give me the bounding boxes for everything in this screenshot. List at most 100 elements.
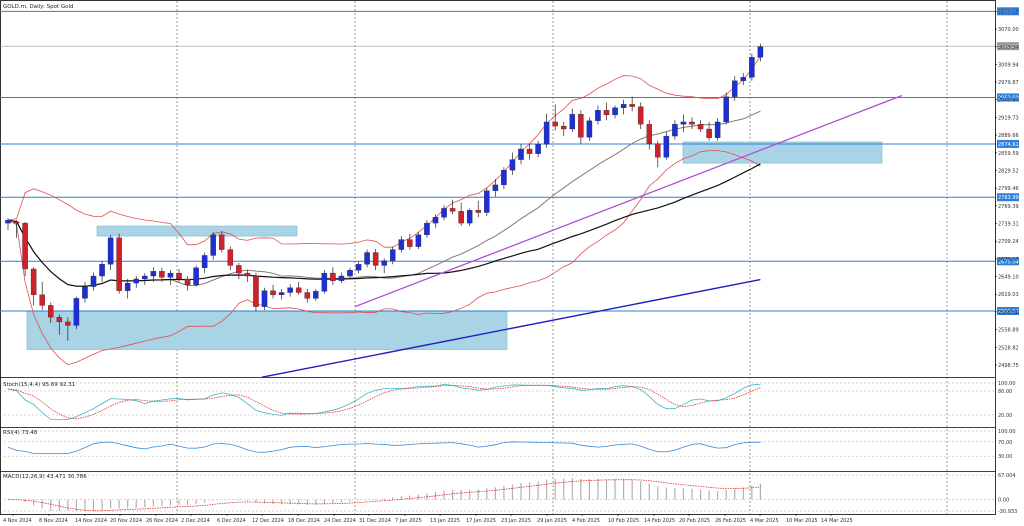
candle-body xyxy=(595,110,601,121)
horizontal-levels[interactable]: 3100.15 3040.87 2953.69 2874.61 2783.99 2675.… xyxy=(0,7,1019,315)
candle[interactable] xyxy=(663,131,670,160)
candle[interactable] xyxy=(261,287,268,311)
candle[interactable] xyxy=(287,284,293,297)
panel-tick-label: 70.00 xyxy=(998,440,1012,446)
candle[interactable] xyxy=(5,218,11,231)
candle[interactable] xyxy=(543,113,550,148)
candle[interactable] xyxy=(150,267,157,282)
candle[interactable] xyxy=(672,120,678,140)
candle[interactable] xyxy=(330,267,336,285)
candle[interactable] xyxy=(714,118,721,141)
candle[interactable] xyxy=(432,214,439,228)
candle[interactable] xyxy=(381,258,387,274)
level-tag-bg xyxy=(997,7,1019,16)
candle[interactable] xyxy=(646,120,653,150)
candle[interactable] xyxy=(364,249,370,268)
candle[interactable] xyxy=(552,104,558,131)
trendline-support[interactable] xyxy=(354,94,903,308)
candle[interactable] xyxy=(236,263,242,279)
candle[interactable] xyxy=(355,261,362,274)
candle[interactable] xyxy=(620,99,627,115)
candle[interactable] xyxy=(167,270,174,285)
candle[interactable] xyxy=(347,267,353,279)
candle[interactable] xyxy=(22,221,28,277)
candle[interactable] xyxy=(449,199,456,215)
candle[interactable] xyxy=(424,220,430,238)
candle[interactable] xyxy=(56,314,63,335)
candle[interactable] xyxy=(569,108,576,132)
candle[interactable] xyxy=(201,252,208,274)
candle[interactable] xyxy=(73,296,80,329)
candle[interactable] xyxy=(578,110,584,144)
candle[interactable] xyxy=(159,267,165,282)
candle[interactable] xyxy=(629,96,635,112)
candle[interactable] xyxy=(689,117,695,130)
candle[interactable] xyxy=(142,273,148,285)
candle[interactable] xyxy=(116,233,122,294)
candle[interactable] xyxy=(526,143,533,160)
candlestick-series[interactable] xyxy=(5,43,764,341)
candle[interactable] xyxy=(697,120,704,132)
candle[interactable] xyxy=(39,281,45,311)
trendline[interactable] xyxy=(354,94,903,308)
candle[interactable] xyxy=(193,265,199,287)
candle[interactable] xyxy=(304,288,310,303)
candle[interactable] xyxy=(48,302,54,324)
candle[interactable] xyxy=(278,288,285,300)
candle[interactable] xyxy=(595,105,601,125)
candle[interactable] xyxy=(466,208,473,227)
candle[interactable] xyxy=(484,187,490,217)
candle[interactable] xyxy=(270,284,276,299)
candle[interactable] xyxy=(441,205,447,221)
candle[interactable] xyxy=(338,272,345,284)
candle[interactable] xyxy=(82,281,88,303)
candle-body xyxy=(680,121,687,125)
candle[interactable] xyxy=(176,268,182,282)
candle[interactable] xyxy=(749,53,755,81)
candle[interactable] xyxy=(90,272,97,291)
candle[interactable] xyxy=(501,167,507,189)
candle[interactable] xyxy=(389,246,396,265)
candle[interactable] xyxy=(124,278,131,299)
candle[interactable] xyxy=(133,276,139,288)
candle[interactable] xyxy=(107,234,114,271)
candle[interactable] xyxy=(184,276,191,291)
candle[interactable] xyxy=(509,152,516,175)
candle[interactable] xyxy=(586,117,593,141)
candle[interactable] xyxy=(372,248,379,271)
panel-tick-label: 0.00 xyxy=(998,498,1009,504)
candle[interactable] xyxy=(535,140,541,158)
candle[interactable] xyxy=(407,233,413,250)
candle[interactable] xyxy=(637,102,644,130)
candle[interactable] xyxy=(518,143,524,165)
candle[interactable] xyxy=(723,92,729,125)
candle[interactable] xyxy=(612,105,618,119)
candle[interactable] xyxy=(244,270,251,282)
candle[interactable] xyxy=(99,261,105,282)
candle[interactable] xyxy=(210,231,216,260)
candle[interactable] xyxy=(13,220,20,238)
candle[interactable] xyxy=(561,121,567,137)
candle[interactable] xyxy=(655,140,661,168)
candle[interactable] xyxy=(313,288,319,301)
candle[interactable] xyxy=(65,317,71,341)
candle[interactable] xyxy=(227,246,234,271)
candle-body xyxy=(586,120,593,138)
candle[interactable] xyxy=(475,200,481,218)
candle[interactable] xyxy=(603,102,610,121)
candle[interactable] xyxy=(706,121,712,141)
candle[interactable] xyxy=(218,231,225,253)
candle[interactable] xyxy=(415,231,422,249)
candle[interactable] xyxy=(321,270,328,294)
candle[interactable] xyxy=(30,267,37,306)
candle[interactable] xyxy=(458,202,464,227)
candle[interactable] xyxy=(253,273,259,312)
candle[interactable] xyxy=(732,76,738,101)
candle[interactable] xyxy=(492,179,499,197)
candle[interactable] xyxy=(757,43,764,62)
candle[interactable] xyxy=(295,281,302,295)
candle[interactable] xyxy=(398,236,405,253)
candle[interactable] xyxy=(740,73,747,85)
candle[interactable] xyxy=(680,114,687,132)
